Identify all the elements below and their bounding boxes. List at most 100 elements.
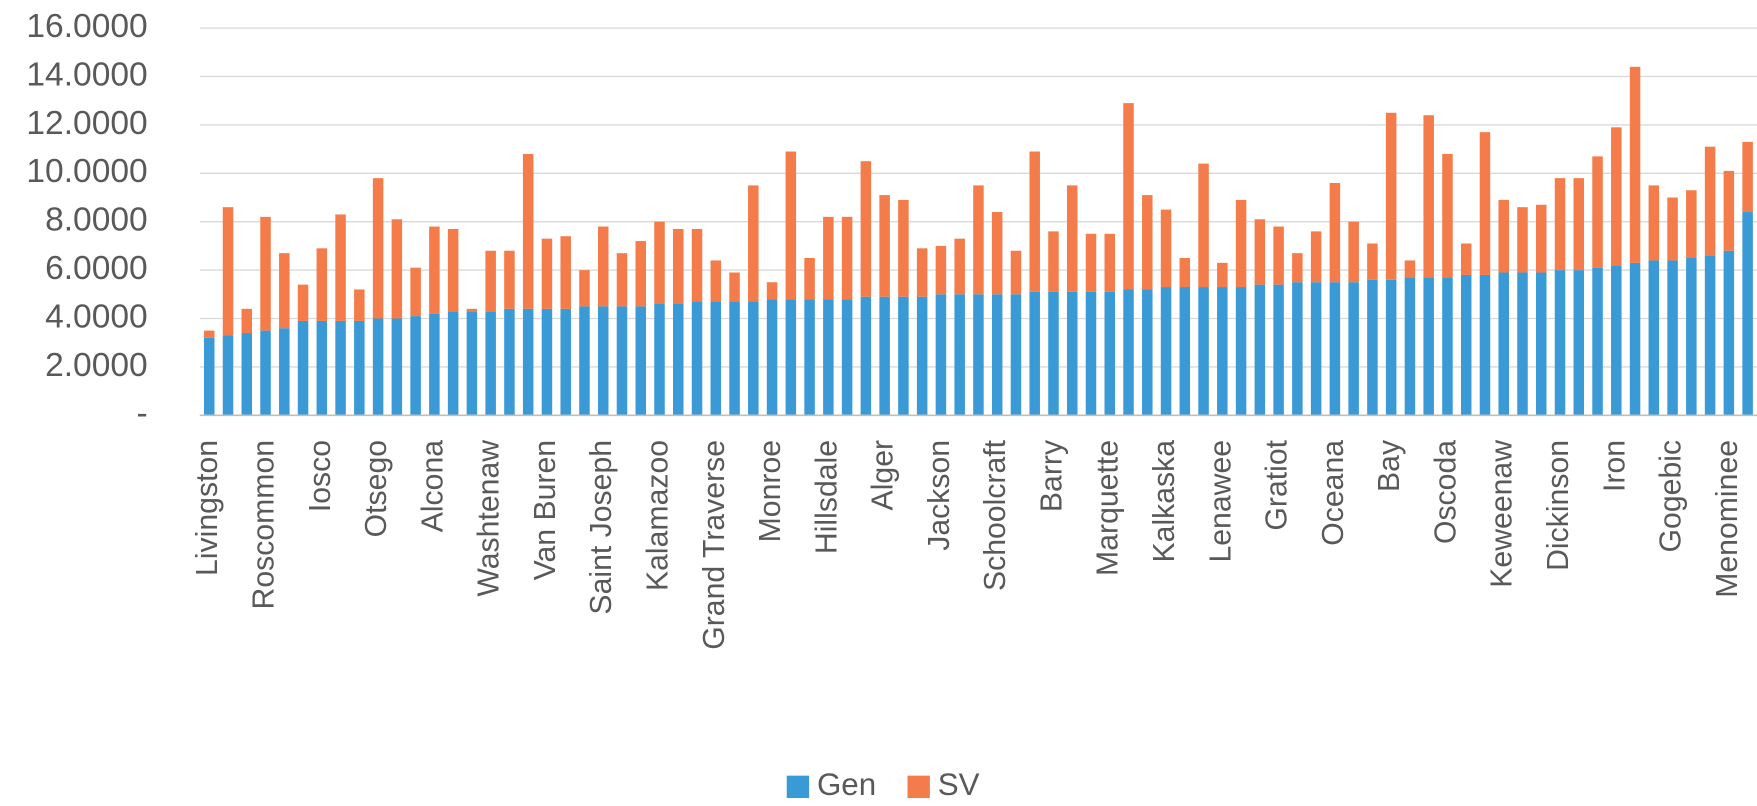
bar-segment [1254,219,1266,285]
bar-segment [335,214,346,321]
bar-segment [1142,195,1153,290]
bar-segment [1517,207,1528,273]
x-tick-label: Alcona [416,440,449,533]
bar-segment [860,161,872,297]
x-tick-label: Van Buren [529,440,562,581]
bar-segment [204,337,215,416]
bar-segment [823,299,834,416]
bar-segment [1704,255,1716,416]
x-tick-label: Lenawee [1204,440,1237,563]
bar-segment [222,335,234,416]
x-tick-label: Marquette [1092,440,1125,576]
y-tick-label: 12.0000 [26,105,147,142]
bar-segment [1517,272,1528,416]
bar-segment [1235,199,1247,288]
bar-segment [710,301,722,416]
bar-segment [935,245,947,295]
bar-segment [466,311,478,416]
bar-segment [1160,287,1172,416]
x-tick-label: Gogebic [1655,440,1688,553]
bar-segment [522,308,534,416]
bar-segment [204,330,215,338]
bar-segment [879,195,890,297]
bar-segment [429,226,440,314]
bar-segment [1686,258,1697,416]
bar-segment [1536,272,1547,416]
bar-segment [935,294,947,416]
bar-segment [1498,199,1509,273]
bar-segment [316,320,328,416]
bar-segment [1592,267,1603,416]
bar-segment [1592,156,1603,268]
bar-segment [804,299,815,416]
bar-segment [673,228,684,304]
bar-segment [354,289,365,321]
x-tick-label: Schoolcraft [979,439,1012,591]
bar-segment [973,294,984,416]
bar-segment [1142,289,1153,416]
y-tick-label: 14.0000 [26,56,147,93]
bar-segment [1479,132,1491,275]
bar-segment [1629,66,1641,263]
bar-segment [898,199,909,297]
bar-segment [1217,287,1228,416]
bar-segment [260,216,271,331]
bar-segment [841,299,853,416]
bar-segment [1611,265,1622,416]
bar-segment [1348,282,1359,416]
x-tick-label: Bay [1373,439,1406,492]
x-tick-label: Saint Joseph [585,440,618,615]
bar-segment [785,151,797,300]
bar-segment [372,178,384,319]
x-tick-label: Livingston [191,440,224,576]
bar-segment [1217,262,1228,288]
bar-segment [1010,250,1022,295]
x-tick-label: Oscoda [1429,440,1462,544]
y-tick-label: - [137,395,148,432]
y-tick-label: 16.0000 [26,8,147,45]
bar-segment [1179,258,1191,288]
x-tick-label: Dickinson [1542,440,1575,571]
bar-segment [1348,221,1359,283]
bar-segment [1479,274,1491,416]
bar-segment [954,238,965,295]
x-tick-label: Washtenaw [473,440,506,597]
y-tick-label: 10.0000 [26,153,147,190]
x-tick-label: Jackson [923,440,956,551]
bar-segment [1310,282,1322,416]
bar-segment [729,272,740,302]
bar-segment [1554,178,1566,271]
bar-segment [1179,287,1191,416]
legend-label: SV [938,767,980,802]
bar-segment [1066,291,1078,416]
bar-segment [1611,127,1622,266]
bar-segment [1460,274,1472,416]
bar-segment [1104,233,1116,292]
bar-segment [297,320,309,416]
bar-segment [616,253,628,307]
bar-segment [1723,250,1735,416]
bar-segment [616,306,628,416]
bar-segment [279,328,290,416]
bar-segment [1367,243,1378,280]
bar-segment [1423,277,1434,416]
bar-segment [1066,185,1078,292]
bar-segment [1442,277,1453,416]
bar-segment [898,296,909,416]
bar-segment [635,241,646,307]
bar-segment [1273,284,1284,416]
bar-segment [1385,112,1397,280]
bar-segment [973,185,984,295]
x-tick-label: Kalamazoo [641,440,674,591]
bar-segment [429,313,440,416]
bar-segment [316,248,328,321]
bar-segment [1160,209,1172,288]
bar-segment [391,318,403,416]
bar-segment [1235,287,1247,416]
bar-segment [410,316,421,416]
bar-segment [1329,282,1341,416]
bar-segment [1723,170,1735,251]
bar-segment [1048,231,1059,292]
x-tick-label: Grand Traverse [698,440,731,650]
bar-segment [241,333,253,416]
